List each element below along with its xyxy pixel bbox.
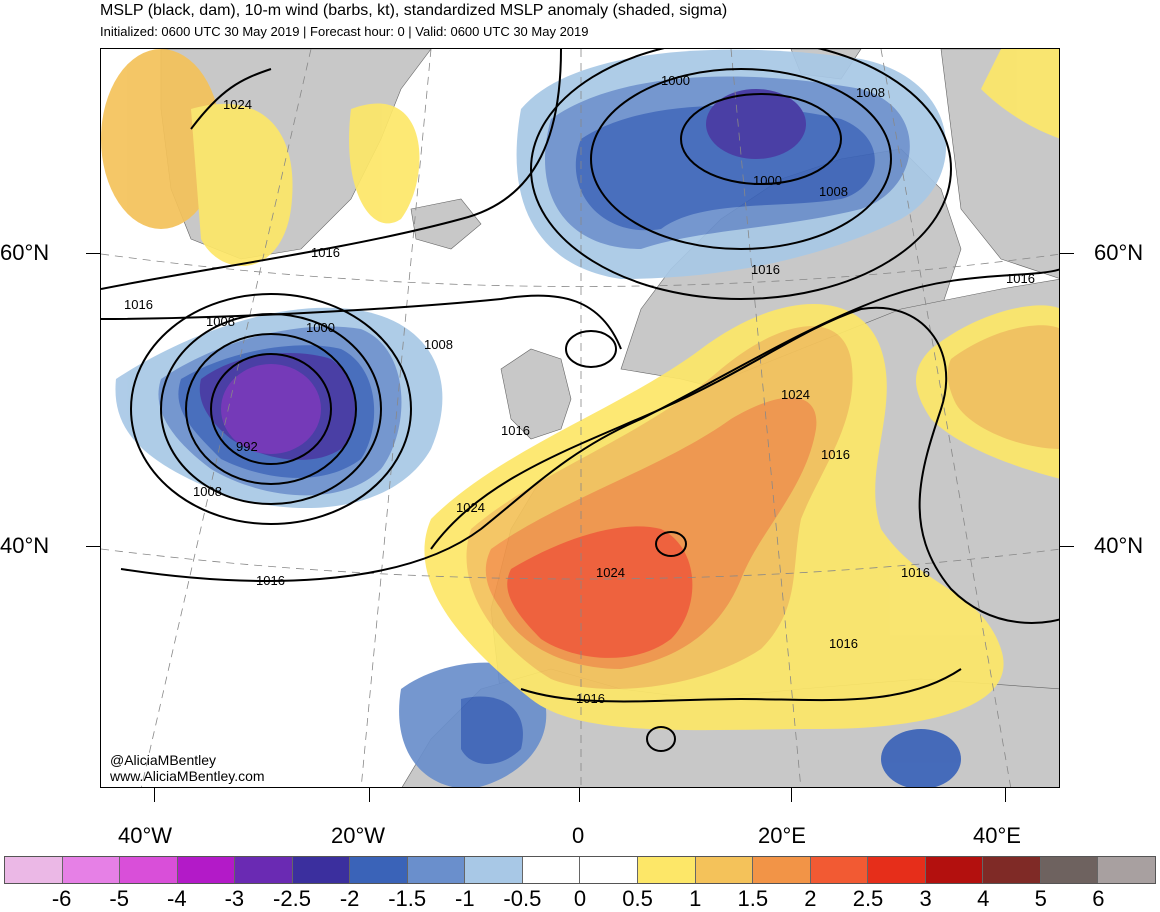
colorbar-cell [810,857,869,883]
colorbar-tick-label: 6 [1092,886,1105,911]
isobar-ring [655,531,687,557]
colorbar-tick-label: -3 [224,886,245,911]
lon-label-0: 0 [572,823,585,848]
colorbar-tick-label: -5 [109,886,129,911]
colorbar-tick-label: -2 [339,886,360,911]
isobar-label: 1016 [256,573,285,588]
colorbar-tick-label: 0 [573,886,587,911]
isobar-label: 1016 [751,262,780,277]
isobar-label: 1008 [856,85,885,100]
isobar-label: 1008 [819,184,848,199]
colorbar-tick-label: 3 [919,886,932,911]
colorbar-cell [983,857,1041,883]
isobar-label: 1000 [753,173,782,188]
iceland-land [410,198,482,250]
lon-label-20w: 20°W [331,823,386,848]
colorbar-cell [350,857,408,883]
colorbar-tick-label: -6 [51,886,72,911]
colorbar-cell [638,857,696,883]
lon-label-20e: 20°E [758,823,806,848]
isobar-ring [590,68,892,250]
isobar-label: 1024 [456,500,485,515]
colorbar-tick-label: 2 [804,886,817,911]
colorbar-cell [868,857,926,883]
colorbar-cell [753,857,811,883]
colorbar-cell [177,857,236,883]
isobar-label: 1008 [193,484,222,499]
isobar-ring [565,330,617,368]
chart-subtitle: Initialized: 0600 UTC 30 May 2019 | Fore… [100,24,589,39]
colorbar-cell [925,857,984,883]
isobar-line [101,49,562,290]
colorbar-cell [62,857,121,883]
isobar-line [120,268,1059,582]
map-panel: 1024 1000 1008 1000 1008 1016 1016 1016 … [100,48,1060,788]
credit-twitter: @AliciaMBentley [110,752,217,768]
isobar-label: 992 [236,439,258,454]
isobar-line [101,294,622,350]
colorbar-cell [235,857,293,883]
isobar-label: 1008 [206,314,235,329]
colorbar-cell [1040,857,1099,883]
isobar-label: 1024 [223,97,252,112]
isobar-ring [130,293,412,525]
isobar-label: 1016 [576,691,605,706]
colorbar-cell [407,857,466,883]
lat-label-60n: 60°N [0,240,50,265]
colorbar-tick-label: 1.5 [737,886,769,911]
colorbar-tick-label: 2.5 [852,886,884,911]
isobar-label: 1016 [1006,271,1035,286]
colorbar-cell [120,857,178,883]
isobar-ring [210,353,332,465]
colorbar-cell [580,857,639,883]
colorbar-tick-label: 0.5 [622,886,653,911]
colorbar-cell [292,857,351,883]
lon-label-40e: 40°E [973,823,1021,848]
colorbar-tick-label: -4 [167,886,187,911]
isobar-ring [646,726,676,752]
isobar-ring [680,93,842,185]
isobar-label: 1024 [596,565,625,580]
colorbar-cell [695,857,754,883]
colorbar-cell [5,857,63,883]
credit-website: www.AliciaMBentley.com [110,768,265,784]
isobar-label: 1016 [501,423,530,438]
colorbar-tick-label: -0.5 [503,886,542,911]
isobar-labels: 1024 1000 1008 1000 1008 1016 1016 1016 … [124,73,1035,706]
colorbar-cell [522,857,581,883]
colorbar-cell [465,857,523,883]
isobar-line [520,668,962,703]
map-canvas: 1024 1000 1008 1000 1008 1016 1016 1016 … [101,49,1059,787]
isobar-label: 1016 [829,636,858,651]
isobar-label: 1016 [901,565,930,580]
isobar-label: 1000 [661,73,690,88]
isobar-label: 1016 [124,297,153,312]
colorbar-tick-label: -2.5 [273,886,311,911]
lat-label-60n-right: 60°N [1094,240,1144,265]
isobar-ring [185,333,357,485]
lat-label-40n-right: 40°N [1094,533,1144,558]
isobar-label: 1000 [306,320,335,335]
colorbar-tick-label: -1.5 [388,886,427,911]
isobar-label: 1024 [781,387,810,402]
isobar-line [190,68,272,130]
british-isles-land [500,348,572,440]
lon-label-40w: 40°W [118,823,173,848]
graticule [101,49,1059,787]
isobars [101,49,1059,752]
colorbar-tick-label: 4 [977,886,990,911]
lat-label-40n: 40°N [0,533,50,558]
colorbar-tick-label: -1 [455,886,475,911]
isobar-label: 1008 [424,337,453,352]
isobar-label: 1016 [311,245,340,260]
isobar-line [430,306,1059,624]
chart-title: MSLP (black, dam), 10-m wind (barbs, kt)… [100,2,728,19]
colorbar-tick-label: 5 [1034,886,1047,911]
isobar-ring [530,49,952,300]
anomaly-shading [101,49,1059,787]
colorbar-tick-label: 1 [689,886,702,911]
colorbar-cell [1098,857,1155,883]
colorbar [4,856,1156,884]
isobar-label: 1016 [821,447,850,462]
